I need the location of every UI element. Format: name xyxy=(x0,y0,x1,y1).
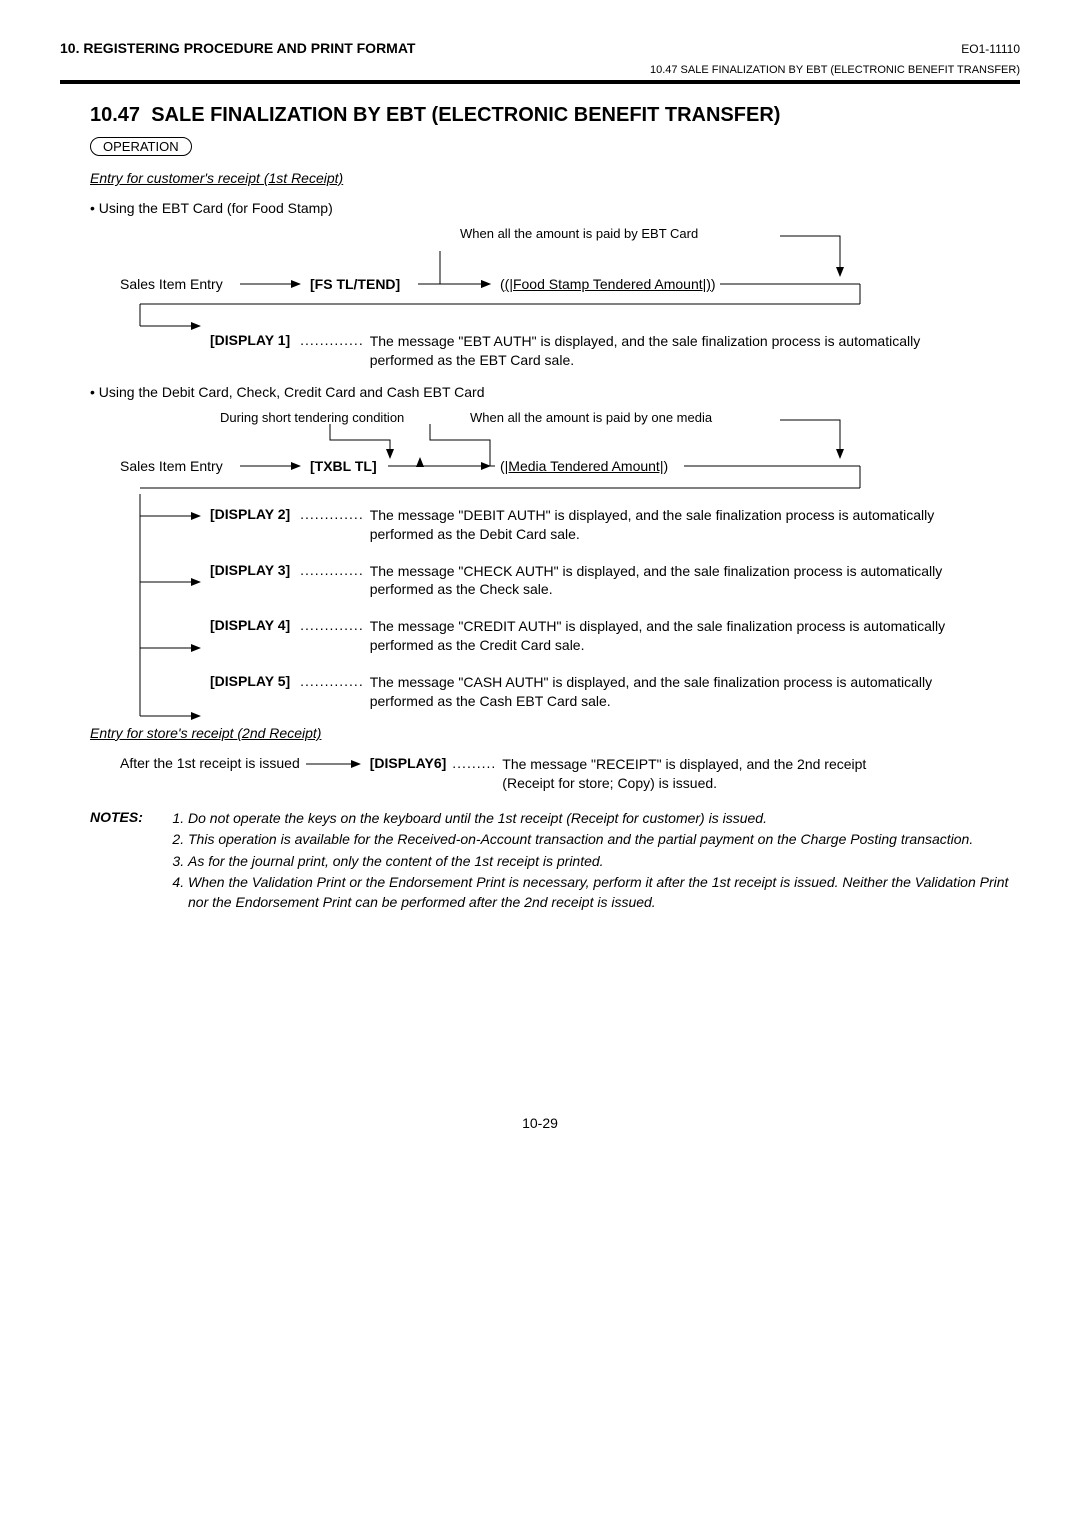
dots: ............. xyxy=(300,506,364,522)
diagram-2: During short tendering condition When al… xyxy=(100,410,1020,500)
notes-list: Do not operate the keys on the keyboard … xyxy=(170,809,1020,915)
entry1-heading: Entry for customer's receipt (1st Receip… xyxy=(90,170,1020,186)
note-1: Do not operate the keys on the keyboard … xyxy=(188,809,1020,829)
display-1-label: [DISPLAY 1] xyxy=(210,332,290,348)
notes-label: NOTES: xyxy=(90,809,170,915)
dots: ............. xyxy=(300,332,364,348)
after-receipt-lead: After the 1st receipt is issued xyxy=(120,755,300,771)
display-5-text: The message "CASH AUTH" is displayed, an… xyxy=(370,673,970,711)
notes-block: NOTES: Do not operate the keys on the ke… xyxy=(90,809,1020,915)
display-4-text: The message "CREDIT AUTH" is displayed, … xyxy=(370,617,970,655)
display-2-text: The message "DEBIT AUTH" is displayed, a… xyxy=(370,506,970,544)
dots: ......... xyxy=(452,755,496,771)
note-2: This operation is available for the Rece… xyxy=(188,830,1020,850)
header-sub: 10.47 SALE FINALIZATION BY EBT (ELECTRON… xyxy=(60,64,1020,76)
page-number: 10-29 xyxy=(60,1115,1020,1131)
operation-pill: OPERATION xyxy=(90,137,192,156)
display-4-label: [DISPLAY 4] xyxy=(210,617,290,633)
note-3: As for the journal print, only the conte… xyxy=(188,852,1020,872)
header-left: 10. REGISTERING PROCEDURE AND PRINT FORM… xyxy=(60,40,415,56)
display-6-text: The message "RECEIPT" is displayed, and … xyxy=(502,755,882,793)
display-1-block: [DISPLAY 1] ............. The message "E… xyxy=(210,332,1020,370)
header-right: EO1-11110 xyxy=(961,42,1020,56)
header-rule xyxy=(60,80,1020,84)
dots: ............. xyxy=(300,673,364,689)
display-3-text: The message "CHECK AUTH" is displayed, a… xyxy=(370,562,970,600)
page-header: 10. REGISTERING PROCEDURE AND PRINT FORM… xyxy=(60,40,1020,56)
display-3-label: [DISPLAY 3] xyxy=(210,562,290,578)
section-title: 10.47 SALE FINALIZATION BY EBT (ELECTRON… xyxy=(90,104,1020,127)
dots: ............. xyxy=(300,562,364,578)
bullet-debit-etc: Using the Debit Card, Check, Credit Card… xyxy=(90,384,1020,400)
after-receipt-row: After the 1st receipt is issued [DISPLAY… xyxy=(120,755,1020,793)
displays-2-5: [DISPLAY 2] ............. The message "D… xyxy=(100,506,1020,711)
bullet-ebt-card: Using the EBT Card (for Food Stamp) xyxy=(90,200,1020,216)
display-5-label: [DISPLAY 5] xyxy=(210,673,290,689)
note-4: When the Validation Print or the Endorse… xyxy=(188,873,1020,912)
entry2-heading: Entry for store's receipt (2nd Receipt) xyxy=(90,725,1020,741)
dots: ............. xyxy=(300,617,364,633)
display-6-label: [DISPLAY6] xyxy=(370,755,447,771)
display-2-label: [DISPLAY 2] xyxy=(210,506,290,522)
title-text: SALE FINALIZATION BY EBT (ELECTRONIC BEN… xyxy=(151,104,780,126)
display-1-text: The message "EBT AUTH" is displayed, and… xyxy=(370,332,970,370)
title-number: 10.47 xyxy=(90,104,140,126)
